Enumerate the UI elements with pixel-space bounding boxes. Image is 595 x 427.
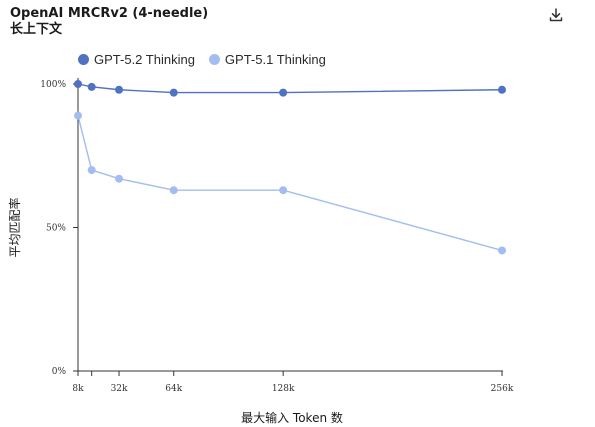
x-tick-label-3: 64k: [165, 384, 182, 394]
y-tick-label-1: 50%: [46, 224, 66, 234]
x-tick-label-4: 128k: [272, 384, 295, 394]
x-tick-label-2: 32k: [111, 384, 128, 394]
x-tick-label-5: 256k: [491, 384, 514, 394]
data-point-series-0-5: [498, 85, 506, 94]
chart-title: OpenAI MRCRv2 (4-needle): [10, 6, 209, 21]
x-tick-label-0: 8k: [72, 384, 84, 394]
download-icon: [549, 8, 563, 22]
chart-subtitle: 长上下文: [10, 22, 63, 37]
y-tick-label-2: 100%: [40, 80, 66, 90]
download-button[interactable]: [546, 5, 566, 25]
y-tick-label-0: 0%: [52, 367, 67, 377]
data-point-series-0-0: [74, 80, 82, 88]
data-point-series-0-1: [87, 82, 96, 91]
data-point-series-0-3: [169, 88, 178, 97]
chart-legend: GPT-5.2 Thinking GPT-5.1 Thinking: [78, 52, 326, 67]
series-line-1: [77, 115, 503, 252]
legend-marker-series-1: [208, 54, 220, 65]
legend-label-series-1: GPT-5.1 Thinking: [224, 52, 326, 67]
data-point-series-1-5: [498, 246, 506, 255]
y-axis-label: 平均匹配率: [7, 197, 22, 257]
data-point-series-1-1: [87, 166, 96, 175]
data-point-series-1-0: [74, 111, 82, 120]
data-point-series-0-2: [115, 85, 124, 94]
series-line-0: [77, 83, 503, 94]
data-point-series-1-2: [115, 174, 124, 183]
data-point-series-0-4: [279, 88, 288, 97]
data-point-series-1-3: [169, 186, 178, 195]
legend-item-series-1[interactable]: GPT-5.1 Thinking: [208, 52, 326, 67]
x-axis-label: 最大输入 Token 数: [241, 410, 343, 425]
data-point-series-1-4: [279, 186, 288, 195]
legend-marker-series-0: [78, 54, 89, 65]
legend-item-series-0[interactable]: GPT-5.2 Thinking: [78, 52, 195, 67]
legend-label-series-0: GPT-5.2 Thinking: [94, 52, 195, 67]
